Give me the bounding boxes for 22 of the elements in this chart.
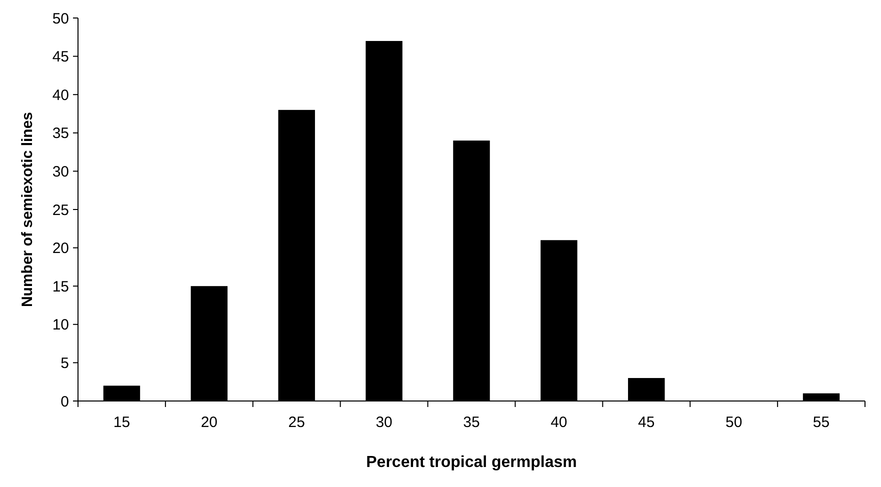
x-tick-label: 15 bbox=[113, 414, 130, 431]
y-tick-label: 10 bbox=[52, 316, 69, 334]
x-tick-label: 20 bbox=[200, 414, 218, 431]
x-axis-title: Percent tropical germplasm bbox=[366, 454, 577, 471]
y-tick-label: 15 bbox=[52, 278, 69, 296]
x-tick-label: 40 bbox=[550, 414, 568, 431]
x-tick-label: 45 bbox=[638, 414, 655, 431]
y-tick-label: 0 bbox=[60, 393, 69, 410]
y-tick-label: 45 bbox=[52, 48, 69, 66]
x-tick-label: 50 bbox=[725, 414, 742, 431]
y-tick-label: 5 bbox=[60, 354, 69, 372]
y-tick-label: 30 bbox=[52, 163, 69, 180]
y-tick-label: 25 bbox=[52, 202, 69, 219]
x-tick-label: 55 bbox=[812, 414, 830, 431]
x-tick-label: 35 bbox=[463, 414, 480, 431]
y-tick-label: 50 bbox=[52, 10, 69, 28]
x-tick-label: 30 bbox=[376, 414, 392, 431]
y-axis-title: Number of semiexotic lines bbox=[19, 112, 36, 308]
y-tick-label: 35 bbox=[52, 125, 69, 142]
y-tick-label: 40 bbox=[52, 86, 69, 104]
y-tick-label: 20 bbox=[52, 240, 69, 258]
x-tick-label: 25 bbox=[288, 414, 305, 431]
